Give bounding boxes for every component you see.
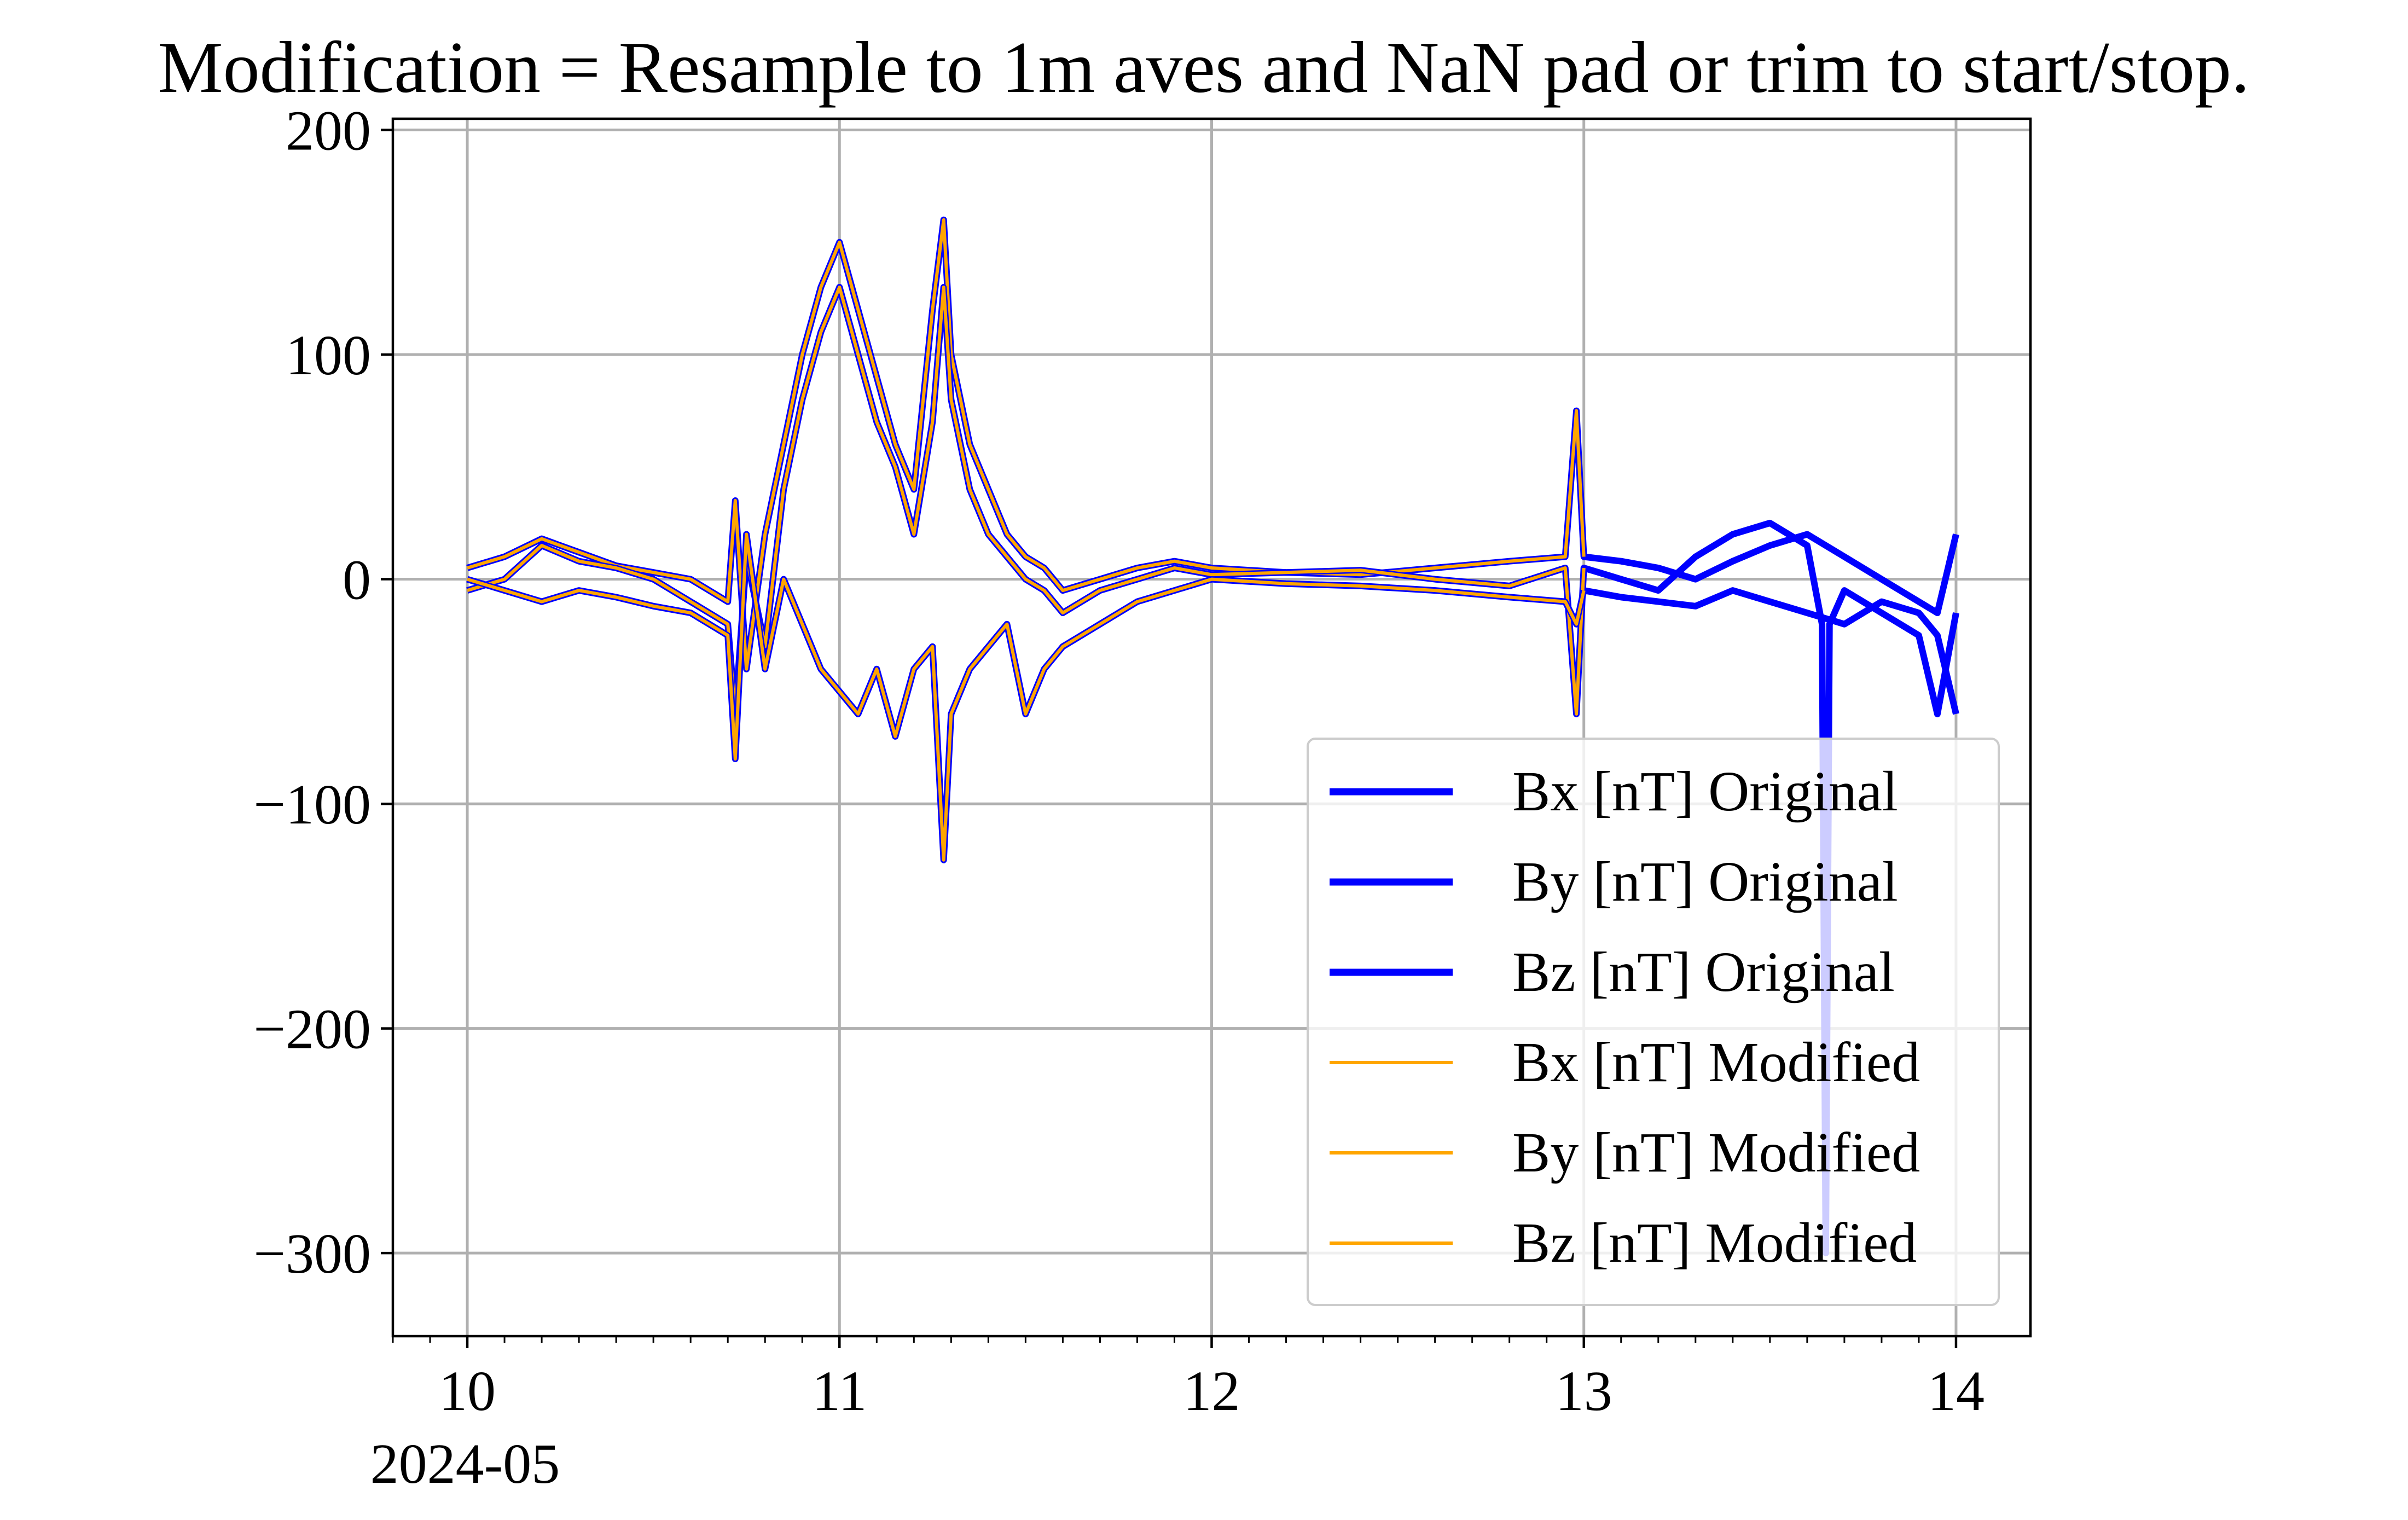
chart-title: Modification = Resample to 1m aves and N… — [158, 27, 2249, 108]
y-tick-label-0: 200 — [286, 100, 371, 163]
y-tick-label-3: −100 — [253, 773, 371, 836]
x-tick-label-0: 10 — [439, 1360, 496, 1423]
y-tick-label-1: 100 — [286, 324, 371, 387]
legend-label-4: By [nT] Modified — [1512, 1121, 1920, 1184]
x-axis-offset-label: 2024-05 — [370, 1432, 560, 1495]
series-layer — [466, 216, 1959, 1257]
legend-box — [1307, 738, 2000, 1306]
legend: Bx [nT] Original By [nT] Original Bz [nT] … — [1307, 738, 2000, 1306]
legend-label-1: By [nT] Original — [1512, 850, 1898, 913]
axis-ticks: 10 11 12 13 14 200 100 0 −100 −200 −300 — [253, 100, 1985, 1423]
legend-label-2: Bz [nT] Original — [1512, 941, 1895, 1003]
series-outline-modified-1 — [466, 284, 1587, 717]
y-tick-label-2: 0 — [343, 549, 371, 612]
x-tick-label-1: 11 — [812, 1360, 867, 1423]
x-tick-label-4: 14 — [1928, 1360, 1985, 1423]
x-tick-label-3: 13 — [1556, 1360, 1612, 1423]
y-tick-label-5: −300 — [253, 1222, 371, 1285]
legend-label-5: Bz [nT] Modified — [1512, 1211, 1917, 1274]
legend-label-0: Bx [nT] Original — [1512, 760, 1898, 823]
legend-label-3: Bx [nT] Modified — [1512, 1031, 1920, 1094]
series-line-modified-2 — [467, 532, 1586, 862]
x-tick-label-2: 12 — [1183, 1360, 1240, 1423]
y-tick-label-4: −200 — [253, 998, 371, 1061]
series-line-modified-1 — [467, 285, 1586, 716]
